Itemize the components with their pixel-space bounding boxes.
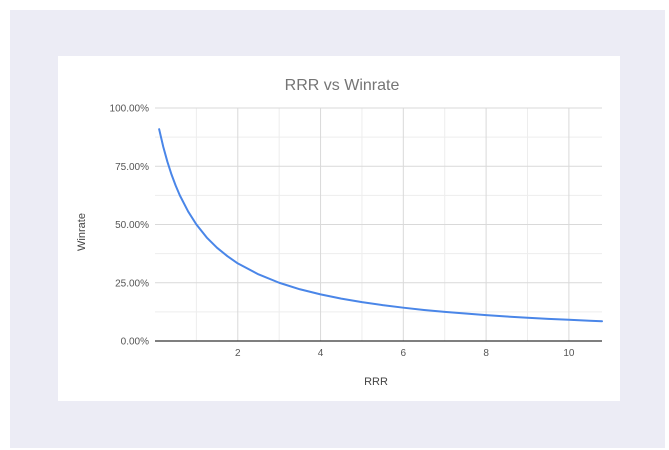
x-tick-label: 10 xyxy=(563,348,575,359)
x-axis-label: RRR xyxy=(364,376,388,388)
y-tick-label: 50.00% xyxy=(115,220,149,231)
y-tick-label: 0.00% xyxy=(121,337,149,348)
x-tick-label: 2 xyxy=(235,348,241,359)
series-line xyxy=(158,128,603,323)
y-tick-label: 100.00% xyxy=(110,104,150,115)
y-axis-label: Winrate xyxy=(76,213,88,251)
x-tick-label: 8 xyxy=(483,348,489,359)
grid-lines xyxy=(155,107,602,341)
line-chart: RRR vs Winrate 2 4 6 8 100.00%25.00%50.00%75… xyxy=(76,77,603,388)
x-tick-label: 4 xyxy=(318,348,324,359)
chart-card: RRR vs Winrate 2 4 6 8 10 0.00% 25.00% 50.00% 75… xyxy=(58,56,620,401)
series-layer xyxy=(158,128,603,323)
y-tick-label: 25.00% xyxy=(115,278,149,289)
x-tick-label: 6 xyxy=(401,348,407,359)
chart-title: RRR vs Winrate xyxy=(285,77,400,94)
y-tick-label: 75.00% xyxy=(115,162,149,173)
tick-labels: 2 4 6 8 100.00%25.00%50.00%75.00%100.00% xyxy=(110,104,575,360)
